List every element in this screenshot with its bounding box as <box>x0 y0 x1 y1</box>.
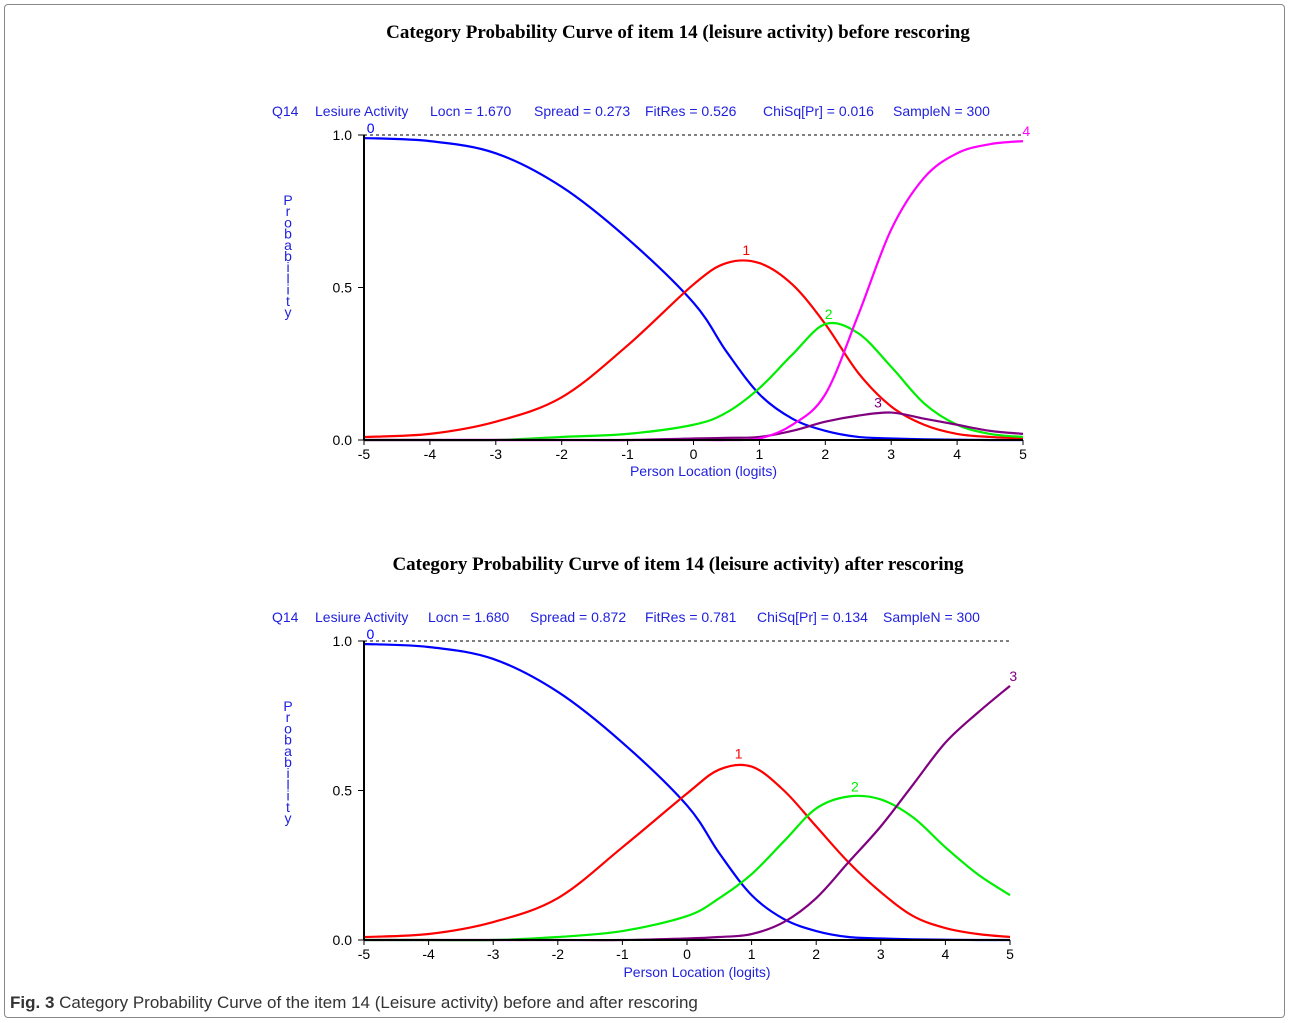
series-line-category-3 <box>364 411 1024 442</box>
x-tick-label: 4 <box>942 946 950 962</box>
stat-item: Q14 <box>272 103 299 119</box>
series-line-category-2 <box>364 321 1024 442</box>
series-line-category-1 <box>363 763 1011 939</box>
stat-locn: Locn = 1.670 <box>430 103 512 119</box>
stat-samplen: SampleN = 300 <box>893 103 990 119</box>
y-tick-label: 1.0 <box>333 633 353 649</box>
series-label-category-1: 1 <box>735 746 743 762</box>
x-tick-label: -1 <box>621 446 634 462</box>
figure-caption: Fig. 3 Category Probability Curve of the… <box>10 993 1280 1013</box>
x-tick-label: 2 <box>821 446 829 462</box>
series-label-category-1: 1 <box>742 242 750 258</box>
x-tick-label: -5 <box>358 946 371 962</box>
series-line-category-2 <box>364 794 1011 942</box>
x-tick-label: 5 <box>1006 946 1014 962</box>
x-tick-label: 3 <box>877 946 885 962</box>
stat-locn: Locn = 1.680 <box>428 609 510 625</box>
stat-spread: Spread = 0.273 <box>534 103 630 119</box>
x-tick-label: -3 <box>487 946 500 962</box>
x-tick-label: 1 <box>756 446 764 462</box>
y-tick-label: 0.0 <box>333 932 353 948</box>
x-tick-label: 2 <box>812 946 820 962</box>
caption-text: Category Probability Curve of the item 1… <box>59 993 698 1012</box>
x-tick-label: -2 <box>552 946 565 962</box>
chart-panel-2: Category Probability Curve of item 14 (l… <box>272 554 1017 980</box>
x-tick-label: 0 <box>683 946 691 962</box>
series-line-category-0 <box>363 136 1024 442</box>
stat-samplen: SampleN = 300 <box>883 609 980 625</box>
x-axis-label: Person Location (logits) <box>623 964 770 980</box>
x-tick-label: 1 <box>748 946 756 962</box>
y-tick-label: 0.5 <box>333 783 353 799</box>
stat-spread: Spread = 0.872 <box>530 609 626 625</box>
x-tick-label: 5 <box>1019 446 1027 462</box>
stat-fitres: FitRes = 0.781 <box>645 609 737 625</box>
chart-panel-1: Category Probability Curve of item 14 (l… <box>272 22 1030 479</box>
series-label-category-0: 0 <box>367 626 375 642</box>
stat-item-name: Lesiure Activity <box>315 103 408 119</box>
chart-title: Category Probability Curve of item 14 (l… <box>386 22 970 43</box>
x-tick-label: -4 <box>424 446 437 462</box>
series-label-category-2: 2 <box>825 306 833 322</box>
series-line-category-4 <box>364 140 1024 442</box>
stat-fitres: FitRes = 0.526 <box>645 103 737 119</box>
series-label-category-3: 3 <box>1009 668 1017 684</box>
series-line-category-3 <box>364 685 1011 942</box>
x-axis-label: Person Location (logits) <box>630 463 777 479</box>
y-tick-label: 0.0 <box>333 432 353 448</box>
stat-item-name: Lesiure Activity <box>315 609 408 625</box>
y-tick-label: 1.0 <box>333 127 353 143</box>
x-tick-label: 4 <box>953 446 961 462</box>
x-tick-label: 3 <box>887 446 895 462</box>
stat-chisq: ChiSq[Pr] = 0.134 <box>757 609 868 625</box>
x-tick-label: -1 <box>616 946 629 962</box>
series-line-category-1 <box>363 259 1024 440</box>
series-label-category-4: 4 <box>1022 123 1030 139</box>
series-label-category-0: 0 <box>367 120 375 136</box>
x-tick-label: -2 <box>555 446 568 462</box>
series-label-category-3: 3 <box>874 395 882 411</box>
stat-item: Q14 <box>272 609 299 625</box>
x-tick-label: 0 <box>690 446 698 462</box>
series-label-category-2: 2 <box>851 778 859 794</box>
stat-chisq: ChiSq[Pr] = 0.016 <box>763 103 874 119</box>
caption-label: Fig. 3 <box>10 993 55 1012</box>
figure-frame <box>4 4 1285 1018</box>
x-tick-label: -4 <box>422 946 435 962</box>
series-line-category-0 <box>363 642 1011 942</box>
chart-title: Category Probability Curve of item 14 (l… <box>392 554 964 575</box>
x-tick-label: -5 <box>358 446 371 462</box>
y-tick-label: 0.5 <box>333 280 353 296</box>
x-tick-label: -3 <box>490 446 503 462</box>
